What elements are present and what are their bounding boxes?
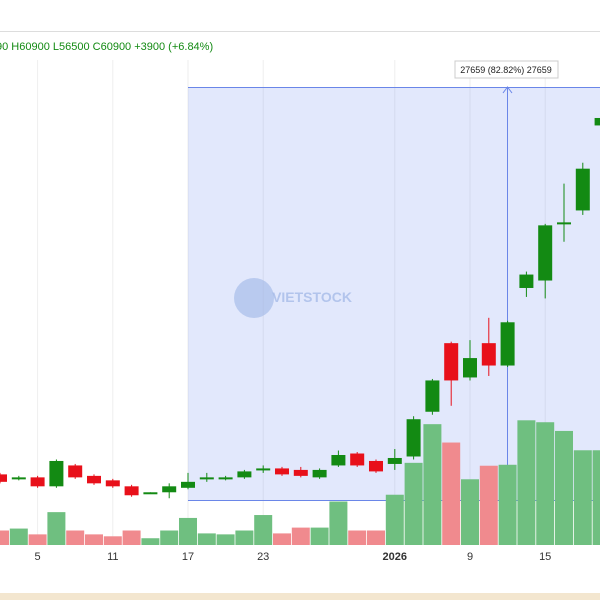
- volume-bar: [461, 479, 479, 545]
- candle-body: [594, 117, 600, 126]
- ohlc-header: 90 H60900 L56500 C60900 +3900 (+6.84%): [0, 41, 213, 53]
- volume-bar: [47, 512, 66, 545]
- arrow-head: [502, 86, 513, 94]
- volume-bar: [423, 424, 442, 545]
- volume-bar: [348, 530, 367, 545]
- x-tick-label: 17: [182, 551, 194, 563]
- volume-bar: [573, 450, 592, 545]
- x-tick-label: 23: [257, 551, 269, 563]
- volume-bar: [197, 533, 216, 545]
- candle-body: [481, 343, 496, 366]
- volume-bar: [9, 528, 28, 545]
- volume-bar: [404, 462, 423, 545]
- volume-bar: [0, 530, 9, 545]
- volume-bar: [179, 517, 197, 545]
- candle-body: [406, 419, 421, 457]
- candle-body: [162, 486, 177, 493]
- candle-body: [500, 322, 515, 366]
- candle-body: [30, 477, 45, 487]
- measure-label-box: [454, 60, 559, 79]
- candle-body: [463, 358, 477, 378]
- candle-body: [143, 492, 158, 495]
- candle-body: [444, 343, 459, 381]
- volume-bar: [160, 530, 179, 545]
- volume-bar: [555, 430, 573, 545]
- volume-bar: [141, 538, 160, 545]
- x-tick-label: 15: [539, 551, 551, 563]
- volume-bar: [254, 515, 273, 545]
- volume-bar: [498, 464, 517, 545]
- volume-bar: [385, 494, 404, 545]
- candle-body: [387, 457, 402, 464]
- candle-body: [199, 477, 214, 480]
- volume-bar: [66, 530, 85, 545]
- candle-body: [575, 168, 590, 211]
- candle-body: [519, 274, 534, 288]
- x-tick-label: 2026: [383, 551, 407, 563]
- x-tick-label: 11: [107, 551, 118, 563]
- candle-body: [49, 460, 64, 487]
- candle-body: [237, 471, 252, 478]
- watermark-logo: [234, 278, 274, 318]
- candle-body: [331, 455, 346, 466]
- candle-body: [0, 474, 7, 482]
- volume-bar: [329, 501, 348, 545]
- candle-body: [181, 481, 195, 488]
- candle-body: [350, 453, 365, 466]
- volume-bar: [216, 534, 235, 545]
- volume-bar: [442, 442, 461, 545]
- volume-bar: [85, 534, 103, 545]
- candle-body: [369, 460, 383, 472]
- candle-body: [256, 468, 271, 471]
- x-tick-label: 9: [467, 551, 473, 563]
- x-tick-label: 5: [35, 551, 41, 563]
- candle-body: [275, 468, 289, 475]
- candle-body: [293, 469, 308, 476]
- bottom-strip: [0, 593, 600, 600]
- volume-bar: [536, 422, 555, 545]
- candle-body: [11, 477, 26, 480]
- volume-bar: [367, 530, 385, 545]
- volume-bar: [28, 534, 47, 545]
- volume-bar: [291, 527, 310, 545]
- candle-body: [557, 222, 571, 225]
- volume-bar: [103, 536, 122, 545]
- candle-body: [538, 225, 553, 281]
- candle-body: [87, 475, 101, 484]
- candle-body: [124, 486, 139, 496]
- volume-bar: [517, 420, 536, 545]
- watermark: VIETSTOCK: [272, 289, 352, 305]
- candle-body: [218, 477, 233, 480]
- candle-body: [312, 469, 327, 478]
- volume-bar: [592, 450, 600, 545]
- volume-bar: [310, 527, 329, 545]
- volume-bar: [235, 530, 254, 545]
- volume-bar: [273, 533, 291, 545]
- candle-body: [68, 465, 83, 478]
- candle-body: [425, 380, 440, 412]
- volume-bar: [479, 465, 498, 545]
- measure-label: 27659 (82.82%) 27659: [460, 65, 552, 75]
- volume-bar: [122, 530, 141, 545]
- toolbar: [0, 0, 600, 31]
- candle-body: [105, 480, 120, 487]
